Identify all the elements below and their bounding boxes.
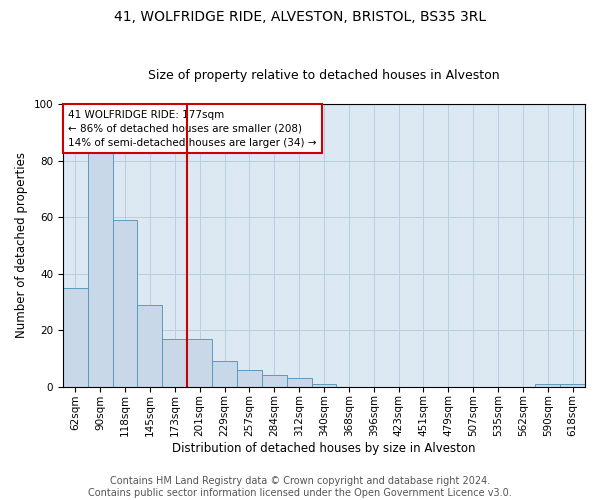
Bar [535, 384, 560, 386]
Bar [262, 376, 287, 386]
Bar [113, 220, 137, 386]
Bar [560, 384, 585, 386]
Y-axis label: Number of detached properties: Number of detached properties [15, 152, 28, 338]
Bar [237, 370, 262, 386]
Text: Contains HM Land Registry data © Crown copyright and database right 2024.
Contai: Contains HM Land Registry data © Crown c… [88, 476, 512, 498]
Text: 41, WOLFRIDGE RIDE, ALVESTON, BRISTOL, BS35 3RL: 41, WOLFRIDGE RIDE, ALVESTON, BRISTOL, B… [114, 10, 486, 24]
Bar [287, 378, 311, 386]
Bar [187, 338, 212, 386]
Title: Size of property relative to detached houses in Alveston: Size of property relative to detached ho… [148, 69, 500, 82]
Bar [88, 149, 113, 386]
Bar [212, 361, 237, 386]
X-axis label: Distribution of detached houses by size in Alveston: Distribution of detached houses by size … [172, 442, 476, 455]
Bar [63, 288, 88, 386]
Text: 41 WOLFRIDGE RIDE: 177sqm
← 86% of detached houses are smaller (208)
14% of semi: 41 WOLFRIDGE RIDE: 177sqm ← 86% of detac… [68, 110, 317, 148]
Bar [163, 338, 187, 386]
Bar [311, 384, 337, 386]
Bar [137, 304, 163, 386]
